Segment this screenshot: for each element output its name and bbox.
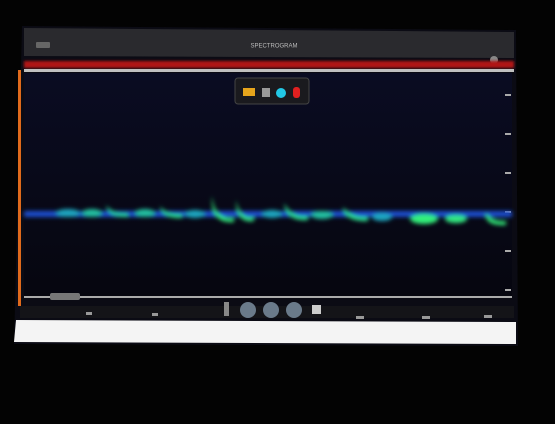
tool-button[interactable]	[262, 88, 270, 97]
tool-button[interactable]	[293, 87, 300, 98]
play-button[interactable]	[263, 302, 279, 318]
spectrogram-area	[24, 73, 512, 297]
stop-button[interactable]	[312, 305, 321, 314]
left-indicator	[18, 70, 21, 306]
tool-button[interactable]	[243, 88, 255, 96]
scrub-track	[24, 296, 512, 298]
back-button[interactable]	[36, 42, 50, 48]
bottom-bar	[14, 320, 516, 344]
scrub-handle[interactable]	[50, 293, 80, 300]
separator	[24, 69, 514, 72]
photo-of-tablet: SPECTROGRAM	[0, 0, 555, 424]
control-button[interactable]	[240, 302, 256, 318]
tool-button[interactable]	[276, 88, 286, 98]
control[interactable]	[224, 302, 229, 316]
red-bar	[24, 61, 514, 68]
screen-title: SPECTROGRAM	[250, 44, 297, 50]
control-button[interactable]	[286, 302, 302, 318]
